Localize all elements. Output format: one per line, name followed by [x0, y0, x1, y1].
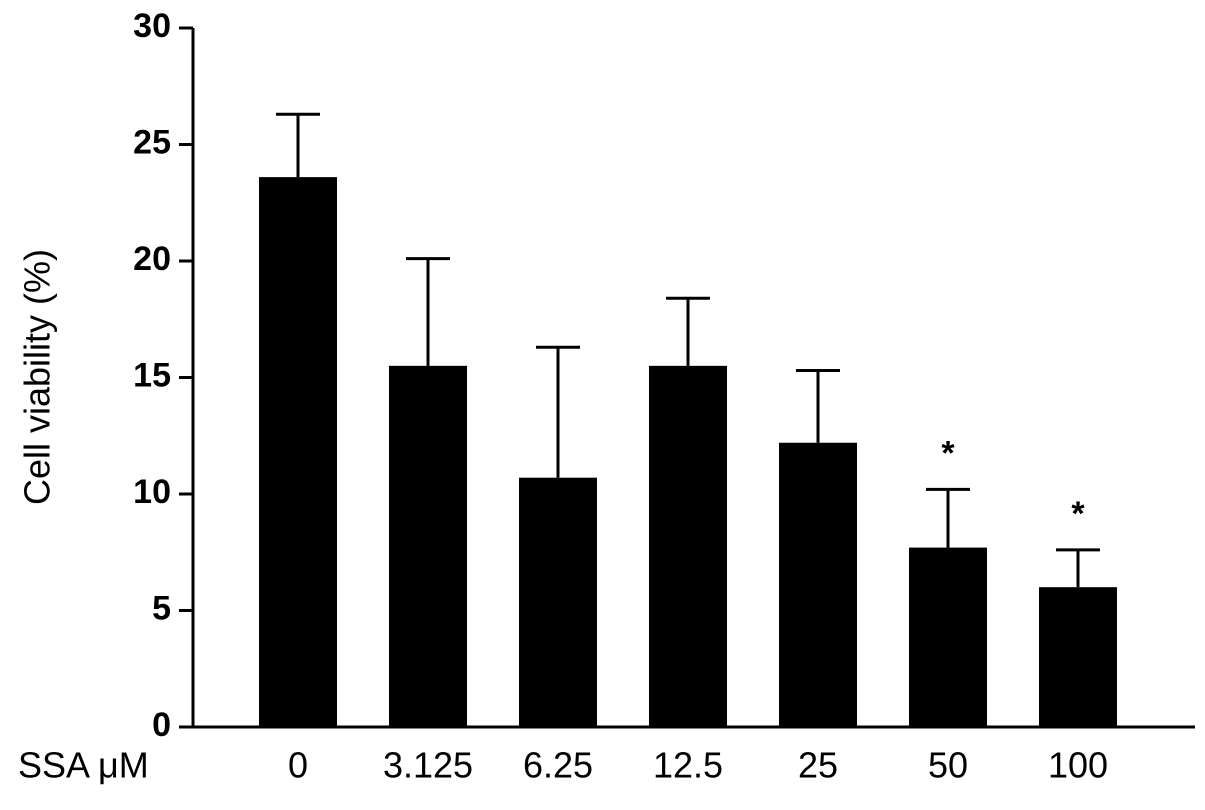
y-tick-label: 5 — [152, 589, 171, 627]
error-bar — [536, 345, 580, 478]
bar — [779, 442, 857, 727]
x-tick-label: 3.125 — [383, 745, 473, 786]
x-tick-label: 6.25 — [523, 745, 593, 786]
error-bar — [276, 112, 320, 178]
x-tick-label: 12.5 — [653, 745, 723, 786]
x-tick-label: 100 — [1048, 745, 1108, 786]
y-tick-label: 25 — [133, 123, 171, 161]
y-tick-label: 0 — [152, 706, 171, 744]
bar — [259, 177, 337, 727]
y-tick-label: 15 — [133, 356, 171, 394]
bar — [519, 477, 597, 727]
x-tick-label: 50 — [928, 745, 968, 786]
y-tick-label: 30 — [133, 7, 171, 45]
significance-marker: * — [1071, 495, 1085, 533]
bar — [909, 547, 987, 727]
error-bar — [406, 257, 450, 366]
y-tick-label: 10 — [133, 473, 171, 511]
error-bar — [666, 296, 710, 366]
x-tick-label: 0 — [288, 745, 308, 786]
error-bar — [1056, 548, 1100, 588]
bar — [389, 365, 467, 727]
y-tick-label: 20 — [133, 240, 171, 278]
error-bar — [796, 369, 840, 443]
bar — [1039, 587, 1117, 727]
bar — [649, 365, 727, 727]
x-axis-label: SSA μM — [18, 745, 149, 786]
error-bar — [926, 487, 970, 548]
significance-marker: * — [941, 434, 955, 472]
y-axis-label: Cell viability (%) — [17, 249, 58, 505]
x-tick-label: 25 — [798, 745, 838, 786]
